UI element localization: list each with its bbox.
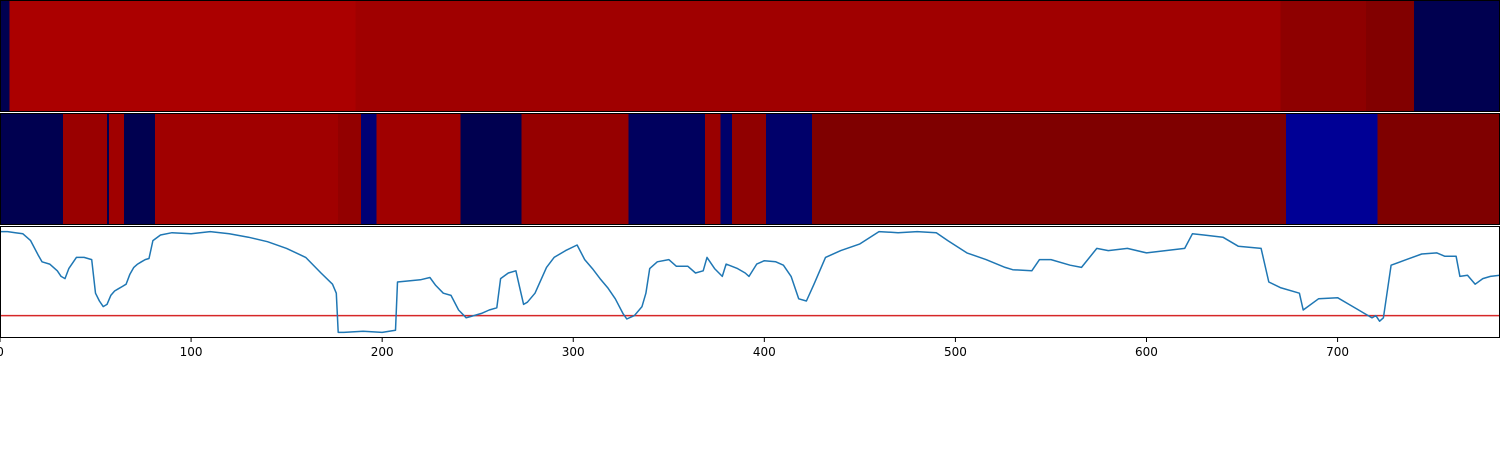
heatmap-cell: [521, 113, 629, 225]
heatmap-cell: [108, 113, 125, 225]
top-heatmap-strip: [0, 0, 1500, 112]
x-axis: 0 100 200 300 400 500 600 700: [0, 338, 1349, 359]
heatmap-cell: [9, 0, 356, 112]
heatmap-cell: [1280, 0, 1367, 112]
heatmap-cell: [355, 0, 1281, 112]
line-plot-panel: [0, 226, 1500, 338]
data-series-line: [0, 230, 1500, 334]
heatmap-cell: [0, 0, 10, 112]
x-tick-label: 100: [180, 345, 203, 359]
heatmap-cell: [705, 113, 721, 225]
heatmap-cell: [376, 113, 461, 225]
x-tick-label: 200: [371, 345, 394, 359]
plot-background: [0, 226, 1500, 338]
heatmap-cell: [731, 113, 767, 225]
heatmap-cell: [1366, 0, 1415, 112]
x-tick-label: 600: [1135, 345, 1158, 359]
heatmap-cell: [107, 113, 109, 225]
middle-heatmap-strip: [0, 113, 1500, 225]
heatmap-cell: [1285, 113, 1378, 225]
x-tick-label: 400: [753, 345, 776, 359]
heatmap-cell: [124, 113, 155, 225]
x-tick-label: 300: [562, 345, 585, 359]
heatmap-cell: [1377, 113, 1500, 225]
heatmap-cell: [361, 113, 377, 225]
heatmap-cell: [720, 113, 732, 225]
heatmap-cell: [154, 113, 339, 225]
heatmap-cell: [766, 113, 813, 225]
heatmap-cell: [812, 113, 1286, 225]
heatmap-cell: [460, 113, 522, 225]
heatmap-cell: [338, 113, 362, 225]
heatmap-cell: [0, 113, 64, 225]
heatmap-cell: [628, 113, 706, 225]
x-tick-label: 500: [944, 345, 967, 359]
heatmap-cell: [63, 113, 108, 225]
x-tick-label: 700: [1326, 345, 1349, 359]
heatmap-cell: [1414, 0, 1500, 112]
x-tick-label: 0: [0, 345, 4, 359]
